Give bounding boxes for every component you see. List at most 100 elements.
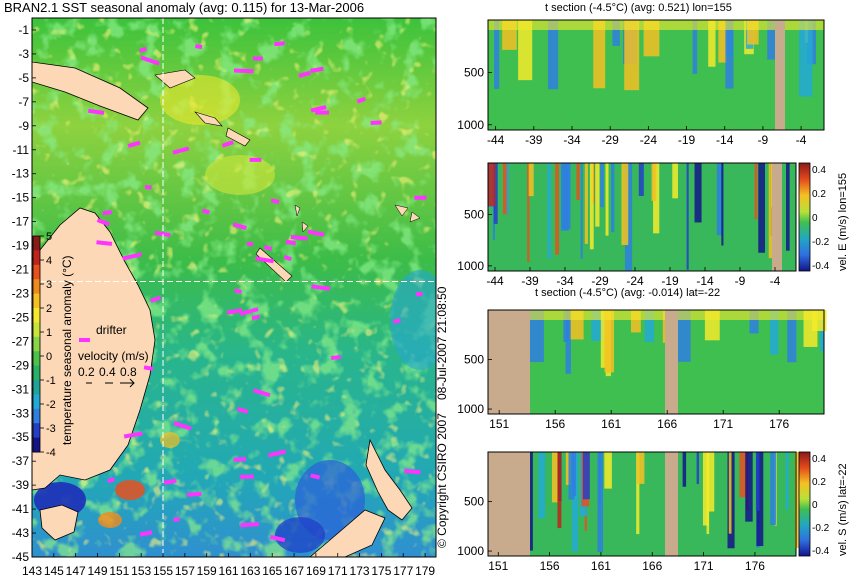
section-feature xyxy=(528,163,534,197)
australia-landmass xyxy=(32,207,156,491)
drifter-marker xyxy=(143,365,154,371)
section-feature xyxy=(718,20,727,63)
section-feature xyxy=(692,20,698,74)
panel3-title: t section (-4.5°C) (avg: -0.014) lat=-22 xyxy=(535,287,721,299)
lat-tick-label: -45 xyxy=(12,550,30,564)
section-x-tick-label: 156 xyxy=(545,417,565,431)
section-feature xyxy=(721,163,724,246)
land-mask xyxy=(772,163,782,271)
section-feature xyxy=(624,20,640,91)
drifter-marker xyxy=(150,295,162,303)
section-feature xyxy=(595,163,600,227)
drifter-marker xyxy=(201,208,210,215)
lat-tick-label: -27 xyxy=(12,334,30,348)
vanuatu-islands xyxy=(294,204,309,233)
drifter-marker xyxy=(249,157,262,162)
drifter-marker xyxy=(311,284,331,291)
drifter-legend-marker xyxy=(79,338,90,342)
drifter-marker xyxy=(233,457,247,462)
section-feature xyxy=(582,452,590,500)
velocity-colorbar-tick-label: -0.4 xyxy=(812,261,830,272)
velocity-value-1: 0.2 xyxy=(78,365,95,379)
section-panel-p1: 500 1000-44 -39 -34 -29 -24 -19 -14 -9 -4 xyxy=(457,19,825,147)
nz-north-island xyxy=(365,438,413,521)
depth-tick-label: 500 xyxy=(464,207,484,221)
colorbar-tick-label: -2 xyxy=(46,399,56,411)
drifter-marker xyxy=(370,120,382,125)
drifter-marker xyxy=(252,56,263,61)
lat-tick-label: -19 xyxy=(12,239,30,253)
velocity-colorbar-label: vel. S (m/s) lat=-22 xyxy=(837,463,849,556)
drifter-marker xyxy=(221,140,234,148)
drifter-marker xyxy=(263,244,273,251)
section-feature xyxy=(506,163,510,214)
section-feature xyxy=(702,452,709,526)
lat-tick-label: -33 xyxy=(12,406,30,420)
section-feature xyxy=(529,310,544,363)
drifter-marker xyxy=(140,55,160,66)
section-feature xyxy=(557,452,562,529)
drifter-marker xyxy=(270,198,280,204)
colorbar-swatch xyxy=(33,351,40,367)
section-feature xyxy=(636,452,645,484)
section-x-tick-label: -34 xyxy=(563,133,581,147)
section-feature xyxy=(624,163,633,271)
colorbar-swatch xyxy=(33,437,40,453)
drifter-marker xyxy=(267,449,287,458)
drifter-marker xyxy=(315,110,330,115)
drifter-marker xyxy=(234,288,242,294)
section-x-tick-label: -39 xyxy=(521,274,539,288)
section-feature xyxy=(502,163,509,215)
lon-tick-label: 149 xyxy=(87,564,107,578)
drifter-marker xyxy=(195,44,203,50)
section-x-tick-label: 161 xyxy=(591,559,611,573)
drifter-legend-label: drifter xyxy=(96,323,127,337)
section-feature xyxy=(749,310,759,334)
panel1-title: t section (-4.5°C) (avg: 0.521) lon=155 xyxy=(545,2,732,14)
drifter-marker xyxy=(139,530,153,537)
section-feature xyxy=(770,452,777,525)
section-feature xyxy=(694,163,702,223)
drifter-marker xyxy=(251,314,260,320)
section-feature xyxy=(572,452,577,497)
drifter-marker xyxy=(107,477,116,484)
colorbar-swatch xyxy=(33,423,40,439)
drifter-marker xyxy=(274,41,285,47)
section-x-tick-label: -9 xyxy=(735,274,746,288)
section-feature xyxy=(756,452,764,547)
lon-tick-label: 157 xyxy=(175,564,195,578)
section-feature xyxy=(770,310,779,355)
velocity-legend-label: velocity (m/s) xyxy=(78,349,149,363)
section-feature xyxy=(785,452,789,510)
land-mask xyxy=(775,20,785,130)
drifter-marker xyxy=(415,291,423,297)
colorbar-tick-label: 3 xyxy=(46,279,52,291)
section-feature xyxy=(604,452,612,489)
section-feature xyxy=(518,20,533,81)
section-feature xyxy=(672,163,679,199)
section-feature xyxy=(560,163,569,231)
colorbar-swatch xyxy=(33,250,40,266)
section-feature xyxy=(568,452,575,500)
section-feature xyxy=(538,452,546,519)
lon-tick-label: 151 xyxy=(109,564,129,578)
drifter-marker xyxy=(283,254,292,262)
section-panel-p2: 500 1000-44 -39 -34 -29 -24 -19 -14 -9 -4 0.4 0.2 0 -… xyxy=(457,162,849,288)
colorbar-swatch xyxy=(33,408,40,424)
drifter-marker xyxy=(154,230,171,238)
velocity-colorbar xyxy=(798,451,811,557)
drifter-marker xyxy=(253,388,271,398)
drifter-markers xyxy=(87,41,427,543)
warm-anomaly xyxy=(98,512,122,528)
map-legend: drifter velocity (m/s) 0.2 0.4 0.8 xyxy=(78,323,149,388)
drifter-marker xyxy=(96,218,110,227)
lon-tick-label: 179 xyxy=(415,564,435,578)
map-title: BRAN2.1 SST seasonal anomaly (avg: 0.115… xyxy=(4,0,365,15)
nz-south-island xyxy=(309,509,386,557)
panel-frame xyxy=(487,451,797,557)
drifter-marker xyxy=(310,66,324,73)
panel-frame xyxy=(487,309,825,415)
map-lat-axis: -1 -3 -5 -7 -9 -11 -13 -15 -17 -19 -21 -23 -25 -27 -29… xyxy=(12,23,36,564)
section-feature xyxy=(644,310,655,343)
lon-tick-label: 155 xyxy=(153,564,173,578)
